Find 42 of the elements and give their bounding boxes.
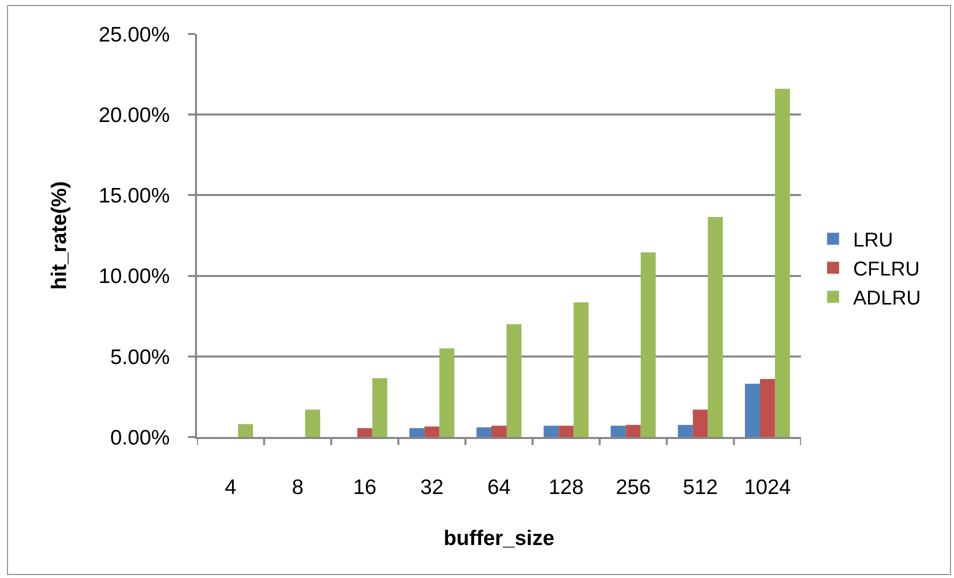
bar xyxy=(692,410,708,437)
y-tick-label: 25.00% xyxy=(98,23,170,46)
x-tick-label: 256 xyxy=(616,476,651,500)
y-tick-label: 0.00% xyxy=(110,426,170,450)
x-tick-label: 16 xyxy=(353,476,376,500)
bar xyxy=(476,427,492,437)
y-tick-label: 15.00% xyxy=(98,184,170,208)
x-tick-label: 64 xyxy=(487,476,511,500)
bar xyxy=(238,424,254,437)
legend-label: LRU xyxy=(853,230,894,252)
legend-label: CFLRU xyxy=(853,258,920,281)
bar xyxy=(708,216,723,437)
x-tick-label: 128 xyxy=(548,476,584,500)
bar xyxy=(640,252,656,437)
bar xyxy=(574,302,589,437)
bar xyxy=(558,426,574,437)
bar xyxy=(506,324,522,437)
y-tick-label: 5.00% xyxy=(110,346,170,369)
bar xyxy=(744,384,760,437)
bar xyxy=(678,424,693,437)
bar xyxy=(626,424,641,437)
bar xyxy=(439,348,454,437)
bar xyxy=(544,426,559,437)
x-tick-label: 512 xyxy=(682,476,718,500)
x-tick-label: 8 xyxy=(292,476,304,500)
bar xyxy=(357,428,372,437)
bar xyxy=(774,88,790,437)
y-tick-label: 10.00% xyxy=(98,265,170,288)
x-axis-title: buffer_size xyxy=(444,526,554,550)
bar xyxy=(492,426,506,437)
bar xyxy=(610,426,626,437)
x-tick-label: 4 xyxy=(224,476,237,500)
x-tick-label: 32 xyxy=(420,476,444,500)
bar xyxy=(760,378,775,437)
bar xyxy=(372,378,388,437)
bar xyxy=(424,426,440,437)
y-tick-label: 20.00% xyxy=(98,104,170,127)
x-tick-label: 1024 xyxy=(744,476,792,500)
legend-label: ADLRU xyxy=(853,288,921,310)
y-axis-title: hit_rate(%) xyxy=(48,181,72,290)
bar xyxy=(409,428,424,437)
bar xyxy=(305,410,320,437)
